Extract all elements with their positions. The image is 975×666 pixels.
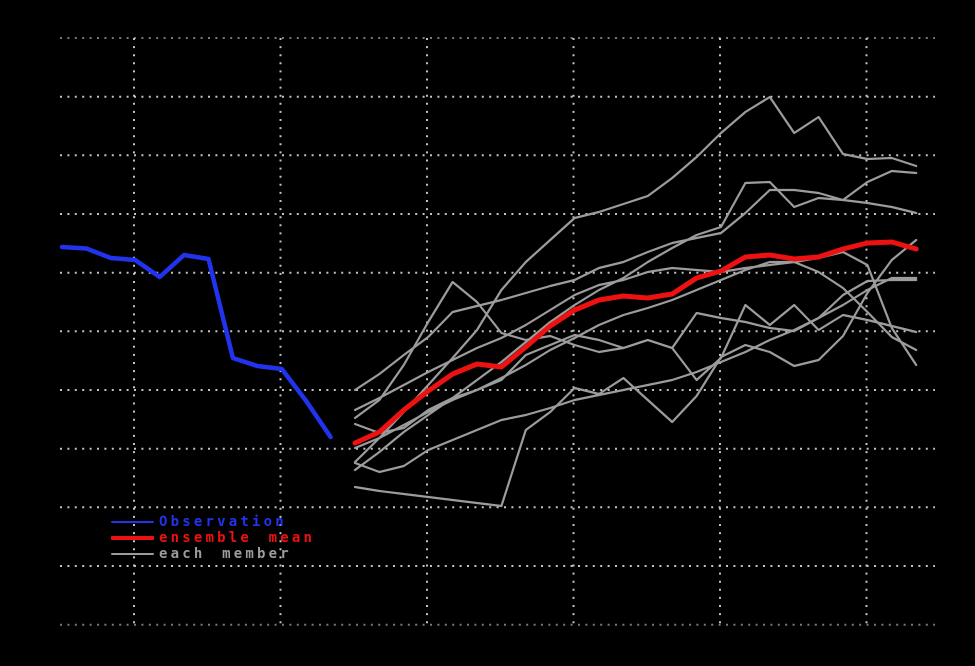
member-line [353,278,918,420]
member-line [353,188,918,392]
member-line [353,276,918,474]
observation-line-sample [111,521,154,523]
member-line [353,303,918,435]
legend-label-each-member: each member [159,546,292,562]
ensemble-mean-line [352,239,919,446]
chart-legend: Observation ensemble mean each member [111,514,431,562]
legend-label-ensemble-mean: ensemble mean [159,530,316,546]
member-line [353,260,918,450]
observation-line [59,244,333,440]
ensemble-mean-line-sample [111,536,154,540]
legend-label-observation: Observation [159,514,287,530]
legend-row-ensemble-mean: ensemble mean [111,530,431,546]
member-line-sample [111,553,154,555]
legend-row-each-member: each member [111,546,431,562]
member-line [353,238,918,508]
legend-row-observation: Observation [111,514,431,530]
